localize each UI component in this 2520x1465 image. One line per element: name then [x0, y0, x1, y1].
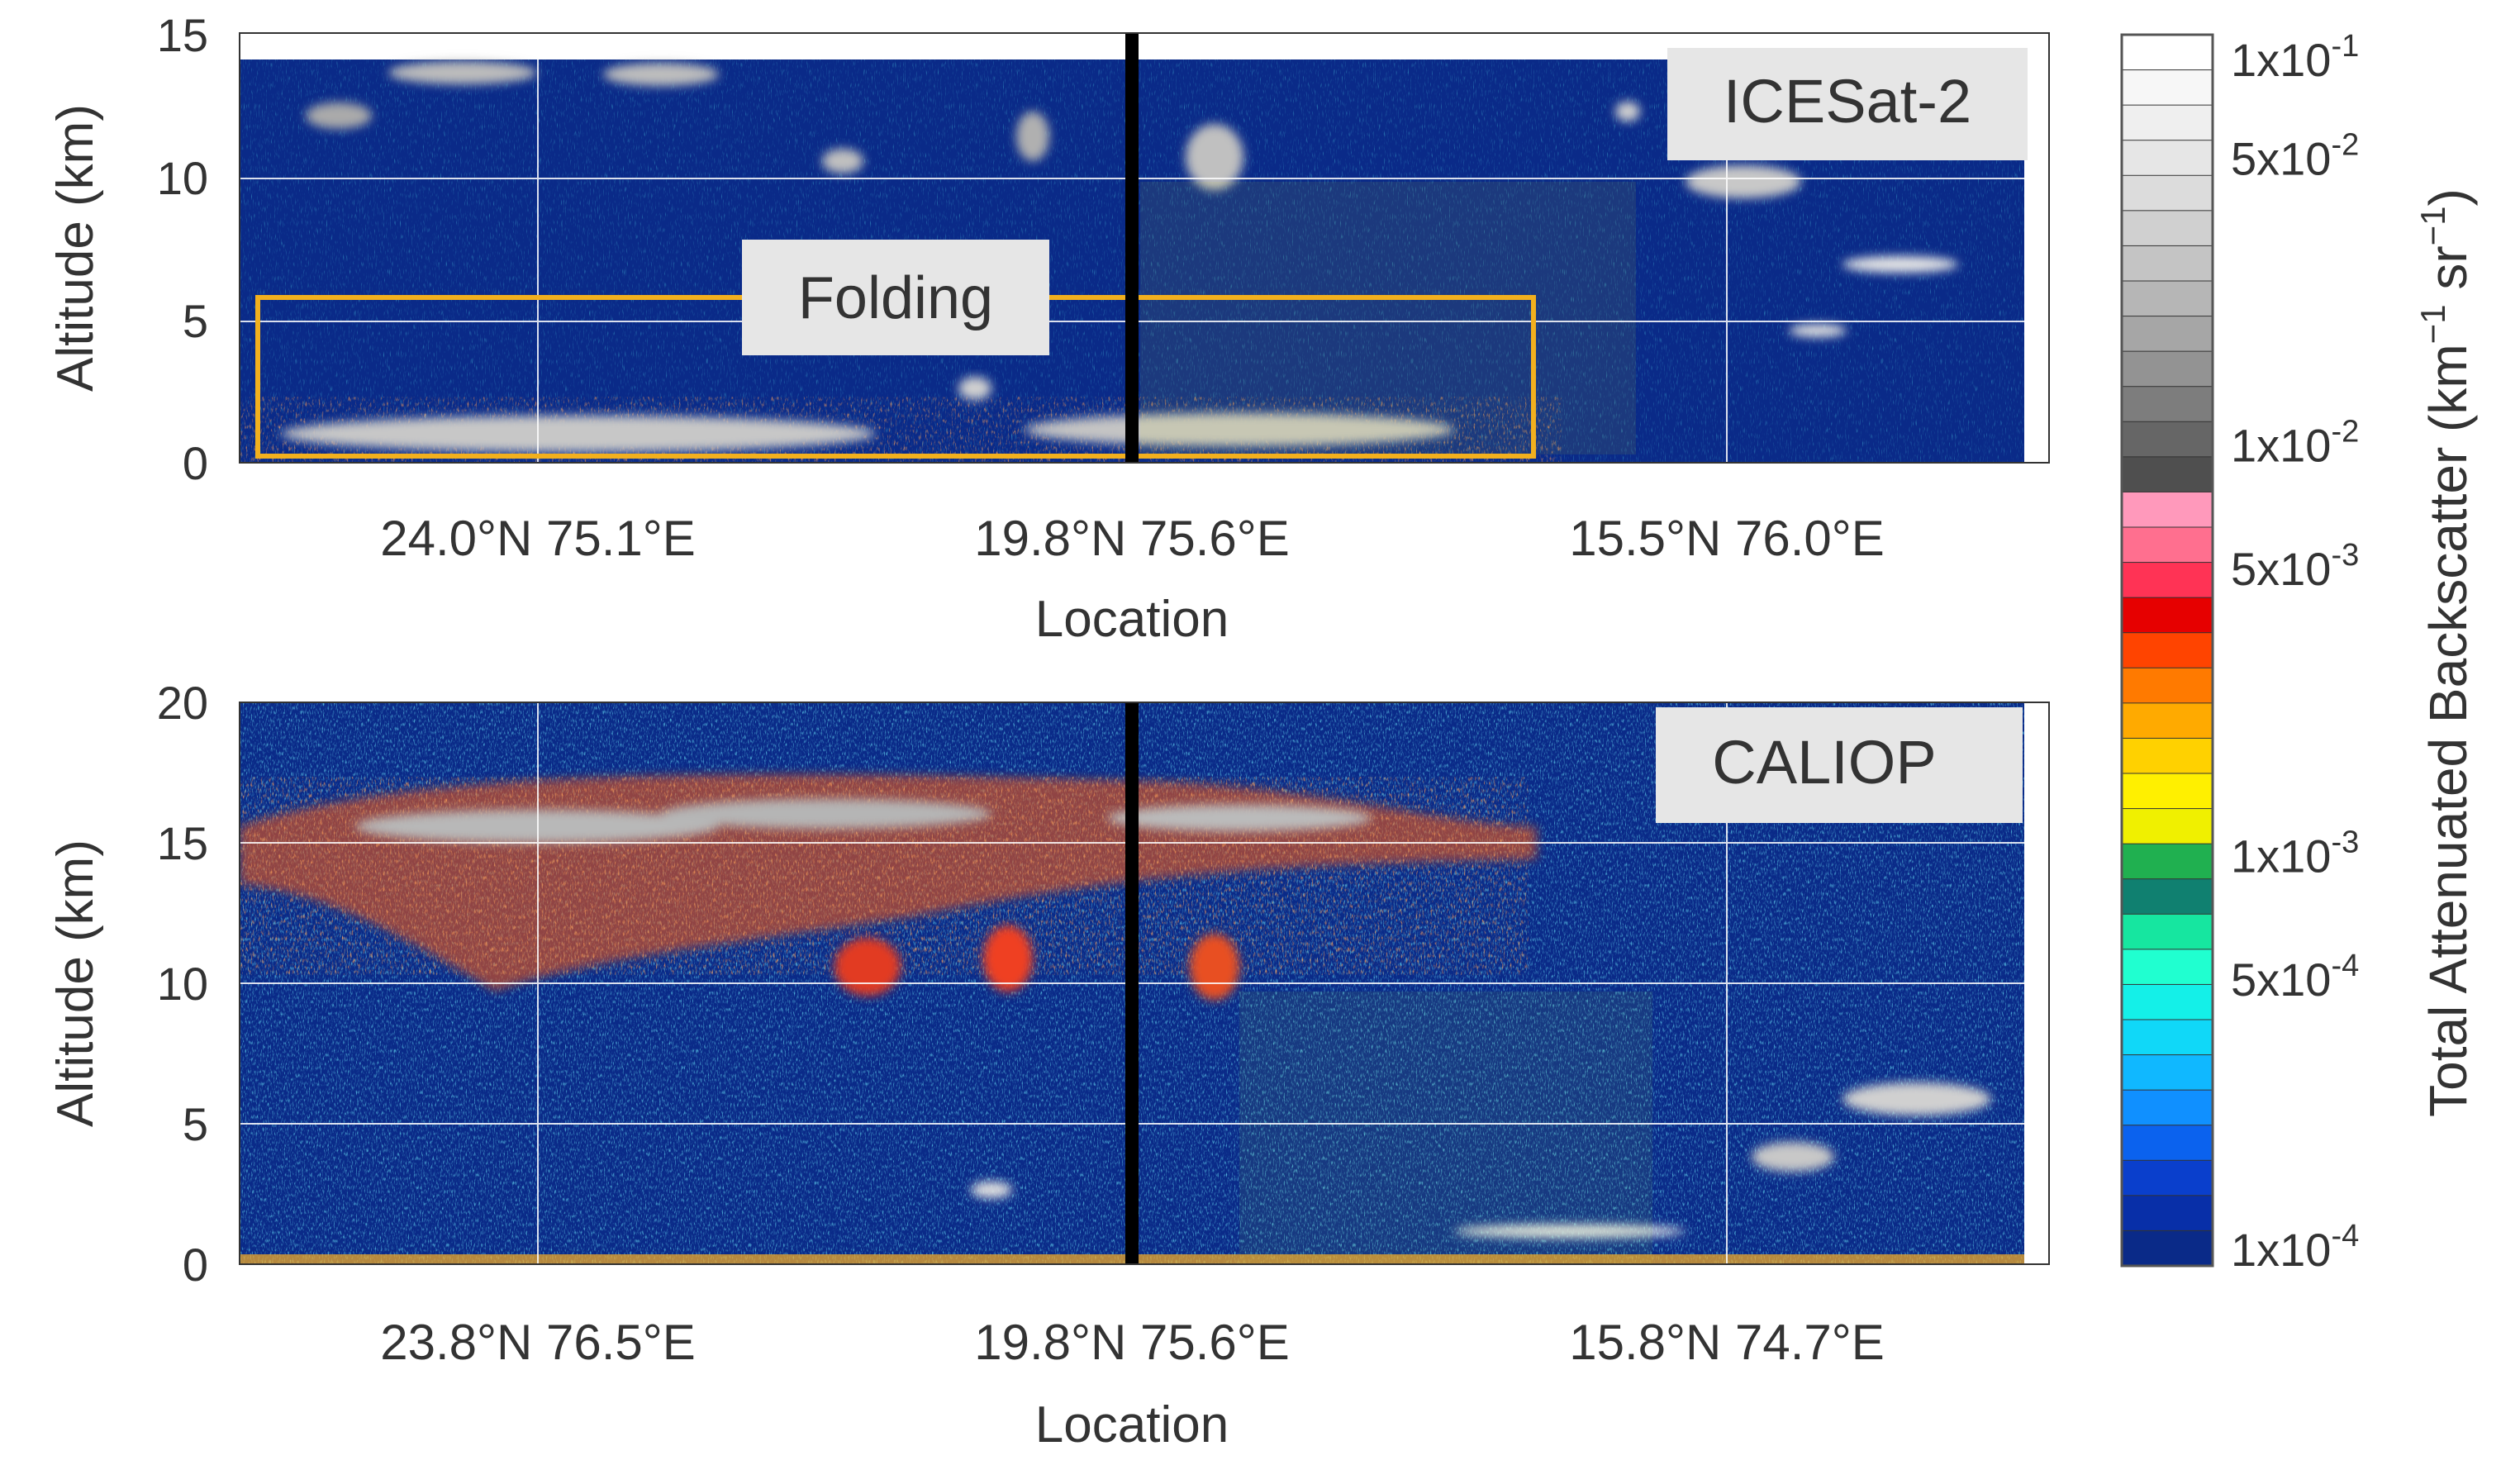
- colorbar-swatch: [2121, 562, 2213, 599]
- colorbar-tick-label: 1x10-2: [2231, 415, 2359, 472]
- colorbar-tick-label: 5x10-4: [2231, 949, 2359, 1006]
- caliop-ytick: 15: [157, 817, 208, 869]
- colorbar-swatch: [2121, 140, 2213, 177]
- icesat2-ytick: 10: [157, 152, 208, 204]
- colorbar-swatch: [2121, 69, 2213, 107]
- folding-text: Folding: [798, 265, 993, 331]
- icesat2-ytick: 5: [183, 295, 208, 347]
- colorbar-swatch: [2121, 632, 2213, 669]
- colorbar-tick-label: 1x10-1: [2231, 29, 2359, 86]
- colorbar-swatch: [2121, 773, 2213, 810]
- colorbar-swatch: [2121, 174, 2213, 212]
- colorbar-tick-label: 5x10-3: [2231, 538, 2359, 595]
- icesat2-ylabel: Altitude (km): [47, 104, 104, 392]
- colorbar-swatch: [2121, 316, 2213, 353]
- colorbar-swatch: [2121, 843, 2213, 880]
- caliop-axes: [239, 702, 2050, 1265]
- caliop-label: CALIOP: [1656, 707, 2023, 823]
- icesat2-ytick: 0: [183, 437, 208, 489]
- colorbar-swatch: [2121, 667, 2213, 704]
- colorbar-swatch: [2121, 245, 2213, 283]
- colorbar-swatch: [2121, 913, 2213, 950]
- colorbar-swatch: [2121, 34, 2213, 71]
- icesat2-yticks: 0 5 10 15: [157, 9, 208, 489]
- colorbar-tick-label: 1x10-4: [2231, 1219, 2359, 1276]
- colorbar-swatch: [2121, 421, 2213, 458]
- colorbar-tick-label: 5x10-2: [2231, 128, 2359, 185]
- icesat2-xtick: 24.0°N 75.1°E: [380, 511, 696, 566]
- caliop-yticks: 0 5 10 15 20: [157, 677, 208, 1291]
- caliop-ytick: 10: [157, 958, 208, 1010]
- icesat2-panel: 0 5 10 15 Altitude (km) 24.0°N 75.1°E 19…: [47, 9, 2050, 648]
- caliop-ytick: 20: [157, 677, 208, 729]
- colorbar-swatch: [2121, 983, 2213, 1021]
- caliop-xtick: 19.8°N 75.6°E: [974, 1315, 1290, 1370]
- colorbar-ticks: 1x10-1 5x10-2 1x10-2 5x10-3 1x10-3 5x10-4 1x10…: [2231, 29, 2359, 1276]
- caliop-label-text: CALIOP: [1712, 728, 1936, 797]
- colorbar-swatch: [2121, 350, 2213, 388]
- colorbar-frame: [2120, 33, 2214, 1268]
- colorbar-swatch: [2121, 104, 2213, 141]
- colorbar-swatch: [2121, 1054, 2213, 1092]
- colorbar-swatch: [2121, 1195, 2213, 1232]
- colorbar-swatch: [2121, 1125, 2213, 1162]
- caliop-xtick: 23.8°N 76.5°E: [380, 1315, 696, 1370]
- colorbar-swatch: [2121, 808, 2213, 845]
- colorbar-swatch: [2121, 1159, 2213, 1196]
- colorbar-swatches: [2121, 34, 2213, 1268]
- colorbar-swatch: [2121, 949, 2213, 986]
- caliop-ylabel: Altitude (km): [47, 840, 104, 1127]
- caliop-ytick: 5: [183, 1098, 208, 1150]
- colorbar-swatch: [2121, 1089, 2213, 1126]
- icesat2-xtick: 19.8°N 75.6°E: [974, 511, 1290, 566]
- colorbar-swatch: [2121, 737, 2213, 775]
- icesat2-label: ICESat-2: [1667, 48, 2028, 160]
- colorbar: 1x10-1 5x10-2 1x10-2 5x10-3 1x10-3 5x10-4 1x10…: [2120, 29, 2478, 1276]
- icesat2-grid: [240, 33, 2049, 463]
- colorbar-swatch: [2121, 456, 2213, 493]
- caliop-grid: [240, 702, 2049, 1264]
- colorbar-tick-label: 1x10-3: [2231, 825, 2359, 882]
- icesat2-label-text: ICESat-2: [1724, 67, 1971, 136]
- colorbar-swatch: [2121, 210, 2213, 247]
- colorbar-swatch: [2121, 1230, 2213, 1268]
- caliop-ytick: 0: [183, 1239, 208, 1291]
- colorbar-swatch: [2121, 386, 2213, 423]
- colorbar-swatch: [2121, 526, 2213, 564]
- icesat2-axes: [239, 32, 2050, 464]
- caliop-xtick: 15.8°N 74.7°E: [1569, 1315, 1885, 1370]
- colorbar-swatch: [2121, 491, 2213, 529]
- colorbar-swatch: [2121, 597, 2213, 634]
- icesat2-xtick: 15.5°N 76.0°E: [1569, 511, 1885, 566]
- colorbar-title: Total Attenuated Backscatter (km−1 sr−1): [2413, 188, 2478, 1117]
- colorbar-swatch: [2121, 1019, 2213, 1056]
- colorbar-swatch: [2121, 702, 2213, 740]
- caliop-panel: 0 5 10 15 20 Altitude (km) 23.8°N 76.5°E…: [47, 677, 2050, 1453]
- caliop-xlabel: Location: [1035, 1396, 1229, 1453]
- folding-label: Folding: [742, 240, 1049, 355]
- colorbar-swatch: [2121, 878, 2213, 916]
- icesat2-xlabel: Location: [1035, 591, 1229, 648]
- icesat2-ytick: 15: [157, 9, 208, 61]
- colorbar-swatch: [2121, 280, 2213, 317]
